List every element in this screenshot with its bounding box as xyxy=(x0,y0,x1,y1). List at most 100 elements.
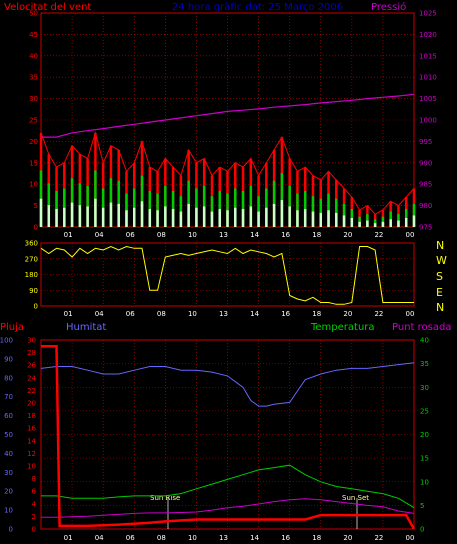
y-tick-label: 10 xyxy=(29,181,38,189)
wind-gust-series xyxy=(40,130,415,215)
x-tick-label: 06 xyxy=(126,310,135,318)
y-tick-label: 0 xyxy=(9,526,13,534)
chart-title: 24 hora gràfic dat: 25 Março 2006 xyxy=(172,1,343,13)
compass-w: W xyxy=(436,254,447,267)
x-tick-label: 22 xyxy=(374,310,383,318)
x-tick-label: 20 xyxy=(343,534,352,542)
temperature-label: Temperatura xyxy=(310,322,375,333)
x-tick-label: 04 xyxy=(95,310,104,318)
y-tick-label: 25 xyxy=(420,407,429,415)
x-tick-label: 10 xyxy=(188,310,197,318)
y-tick-label: 10 xyxy=(4,507,13,515)
y-tick-label: 0 xyxy=(32,526,36,534)
temperature-series xyxy=(41,464,415,509)
direction-axis: 0 90 180 270 360 xyxy=(25,240,38,311)
compass-n-top: N xyxy=(436,239,444,252)
wind-direction-series xyxy=(40,245,414,305)
y-tick-label: 25 xyxy=(29,117,38,125)
rain-label: Pluja xyxy=(0,322,24,333)
y-tick-label: 15 xyxy=(420,455,429,463)
compass-e: E xyxy=(436,286,443,299)
x-tick-label: 08 xyxy=(157,534,166,542)
direction-panel-grid xyxy=(41,243,414,306)
y-tick-label: 270 xyxy=(25,255,38,263)
y-tick-label: 40 xyxy=(29,52,38,60)
y-tick-label: 45 xyxy=(29,31,38,39)
rain-series xyxy=(41,345,416,530)
x-tick-label: 00 xyxy=(406,310,415,318)
y-tick-label: 15 xyxy=(29,159,38,167)
y-tick-label: 90 xyxy=(4,355,13,363)
humidity-label: Humitat xyxy=(66,322,106,333)
x-tick-label: 20 xyxy=(343,231,352,239)
compass-n-bottom: N xyxy=(436,301,444,314)
x-tick-label: 00 xyxy=(406,231,415,239)
y-tick-label: 1015 xyxy=(419,52,437,60)
y-tick-label: 5 xyxy=(420,502,424,510)
y-tick-label: 980 xyxy=(419,202,432,210)
y-tick-label: 0 xyxy=(420,526,424,534)
y-tick-label: 975 xyxy=(419,224,432,232)
y-tick-label: 0 xyxy=(34,224,38,232)
temperature-axis: 0 5 10 15 20 25 30 35 40 xyxy=(420,337,429,534)
y-tick-label: 360 xyxy=(25,240,38,248)
x-tick-label: 22 xyxy=(374,534,383,542)
x-tick-label: 14 xyxy=(250,310,259,318)
y-tick-label: 6 xyxy=(32,488,37,496)
y-tick-label: 100 xyxy=(0,337,13,345)
x-tick-label: 22 xyxy=(374,231,383,239)
y-tick-label: 985 xyxy=(419,181,432,189)
x-tick-label: 06 xyxy=(126,231,135,239)
y-tick-label: 1025 xyxy=(419,10,437,18)
y-tick-label: 20 xyxy=(4,488,13,496)
compass-s: S xyxy=(436,270,443,283)
x-tick-label: 13 xyxy=(219,231,228,239)
x-tick-label: 14 xyxy=(250,231,259,239)
y-tick-label: 4 xyxy=(32,500,37,508)
y-tick-label: 20 xyxy=(420,431,429,439)
humidity-panel-grid xyxy=(41,340,414,529)
wind-bars xyxy=(39,132,416,227)
y-tick-label: 2 xyxy=(32,513,36,521)
y-tick-label: 30 xyxy=(29,95,38,103)
x-tick-label: 00 xyxy=(406,534,415,542)
x-tick-label: 13 xyxy=(219,534,228,542)
x-tick-label: 10 xyxy=(188,534,197,542)
y-tick-label: 14 xyxy=(27,437,36,445)
pressure-label: Pressió xyxy=(371,1,406,13)
x-tick-label: 04 xyxy=(95,534,104,542)
y-tick-label: 995 xyxy=(419,138,432,146)
y-tick-label: 1020 xyxy=(419,31,437,39)
y-tick-label: 5 xyxy=(34,202,38,210)
x-tick-label: 14 xyxy=(250,534,259,542)
y-tick-label: 28 xyxy=(27,349,36,357)
x-tick-label: 16 xyxy=(281,310,290,318)
x-tick-label: 08 xyxy=(157,310,166,318)
sunset-label: Sun Set xyxy=(342,494,369,502)
y-tick-label: 90 xyxy=(29,287,38,295)
humidity-axis: 0 10 20 30 40 50 60 70 80 90 100 xyxy=(0,337,13,534)
y-tick-label: 990 xyxy=(419,159,432,167)
y-tick-label: 35 xyxy=(29,74,38,82)
y-tick-label: 0 xyxy=(34,303,38,311)
pressure-axis: 975 980 985 990 995 1000 1005 1010 1015 1020 1025 xyxy=(419,10,437,232)
x-tick-label: 18 xyxy=(312,231,321,239)
y-tick-label: 22 xyxy=(27,387,36,395)
x-tick-label: 16 xyxy=(281,231,290,239)
y-tick-label: 8 xyxy=(32,475,36,483)
y-tick-label: 50 xyxy=(4,431,13,439)
x-tick-label: 13 xyxy=(219,310,228,318)
x-tick-label: 20 xyxy=(343,310,352,318)
y-tick-label: 20 xyxy=(27,400,36,408)
x-tick-label: 04 xyxy=(95,231,104,239)
wind-speed-axis: 0 5 10 15 20 25 30 35 40 45 50 xyxy=(29,10,38,232)
y-tick-label: 50 xyxy=(29,10,38,18)
humidity-time-axis: 01 04 06 08 10 13 14 16 18 20 22 00 xyxy=(64,534,415,542)
y-tick-label: 18 xyxy=(27,412,36,420)
y-tick-label: 180 xyxy=(25,271,38,279)
y-tick-label: 30 xyxy=(420,384,429,392)
y-tick-label: 1010 xyxy=(419,74,437,82)
x-tick-label: 18 xyxy=(312,534,321,542)
